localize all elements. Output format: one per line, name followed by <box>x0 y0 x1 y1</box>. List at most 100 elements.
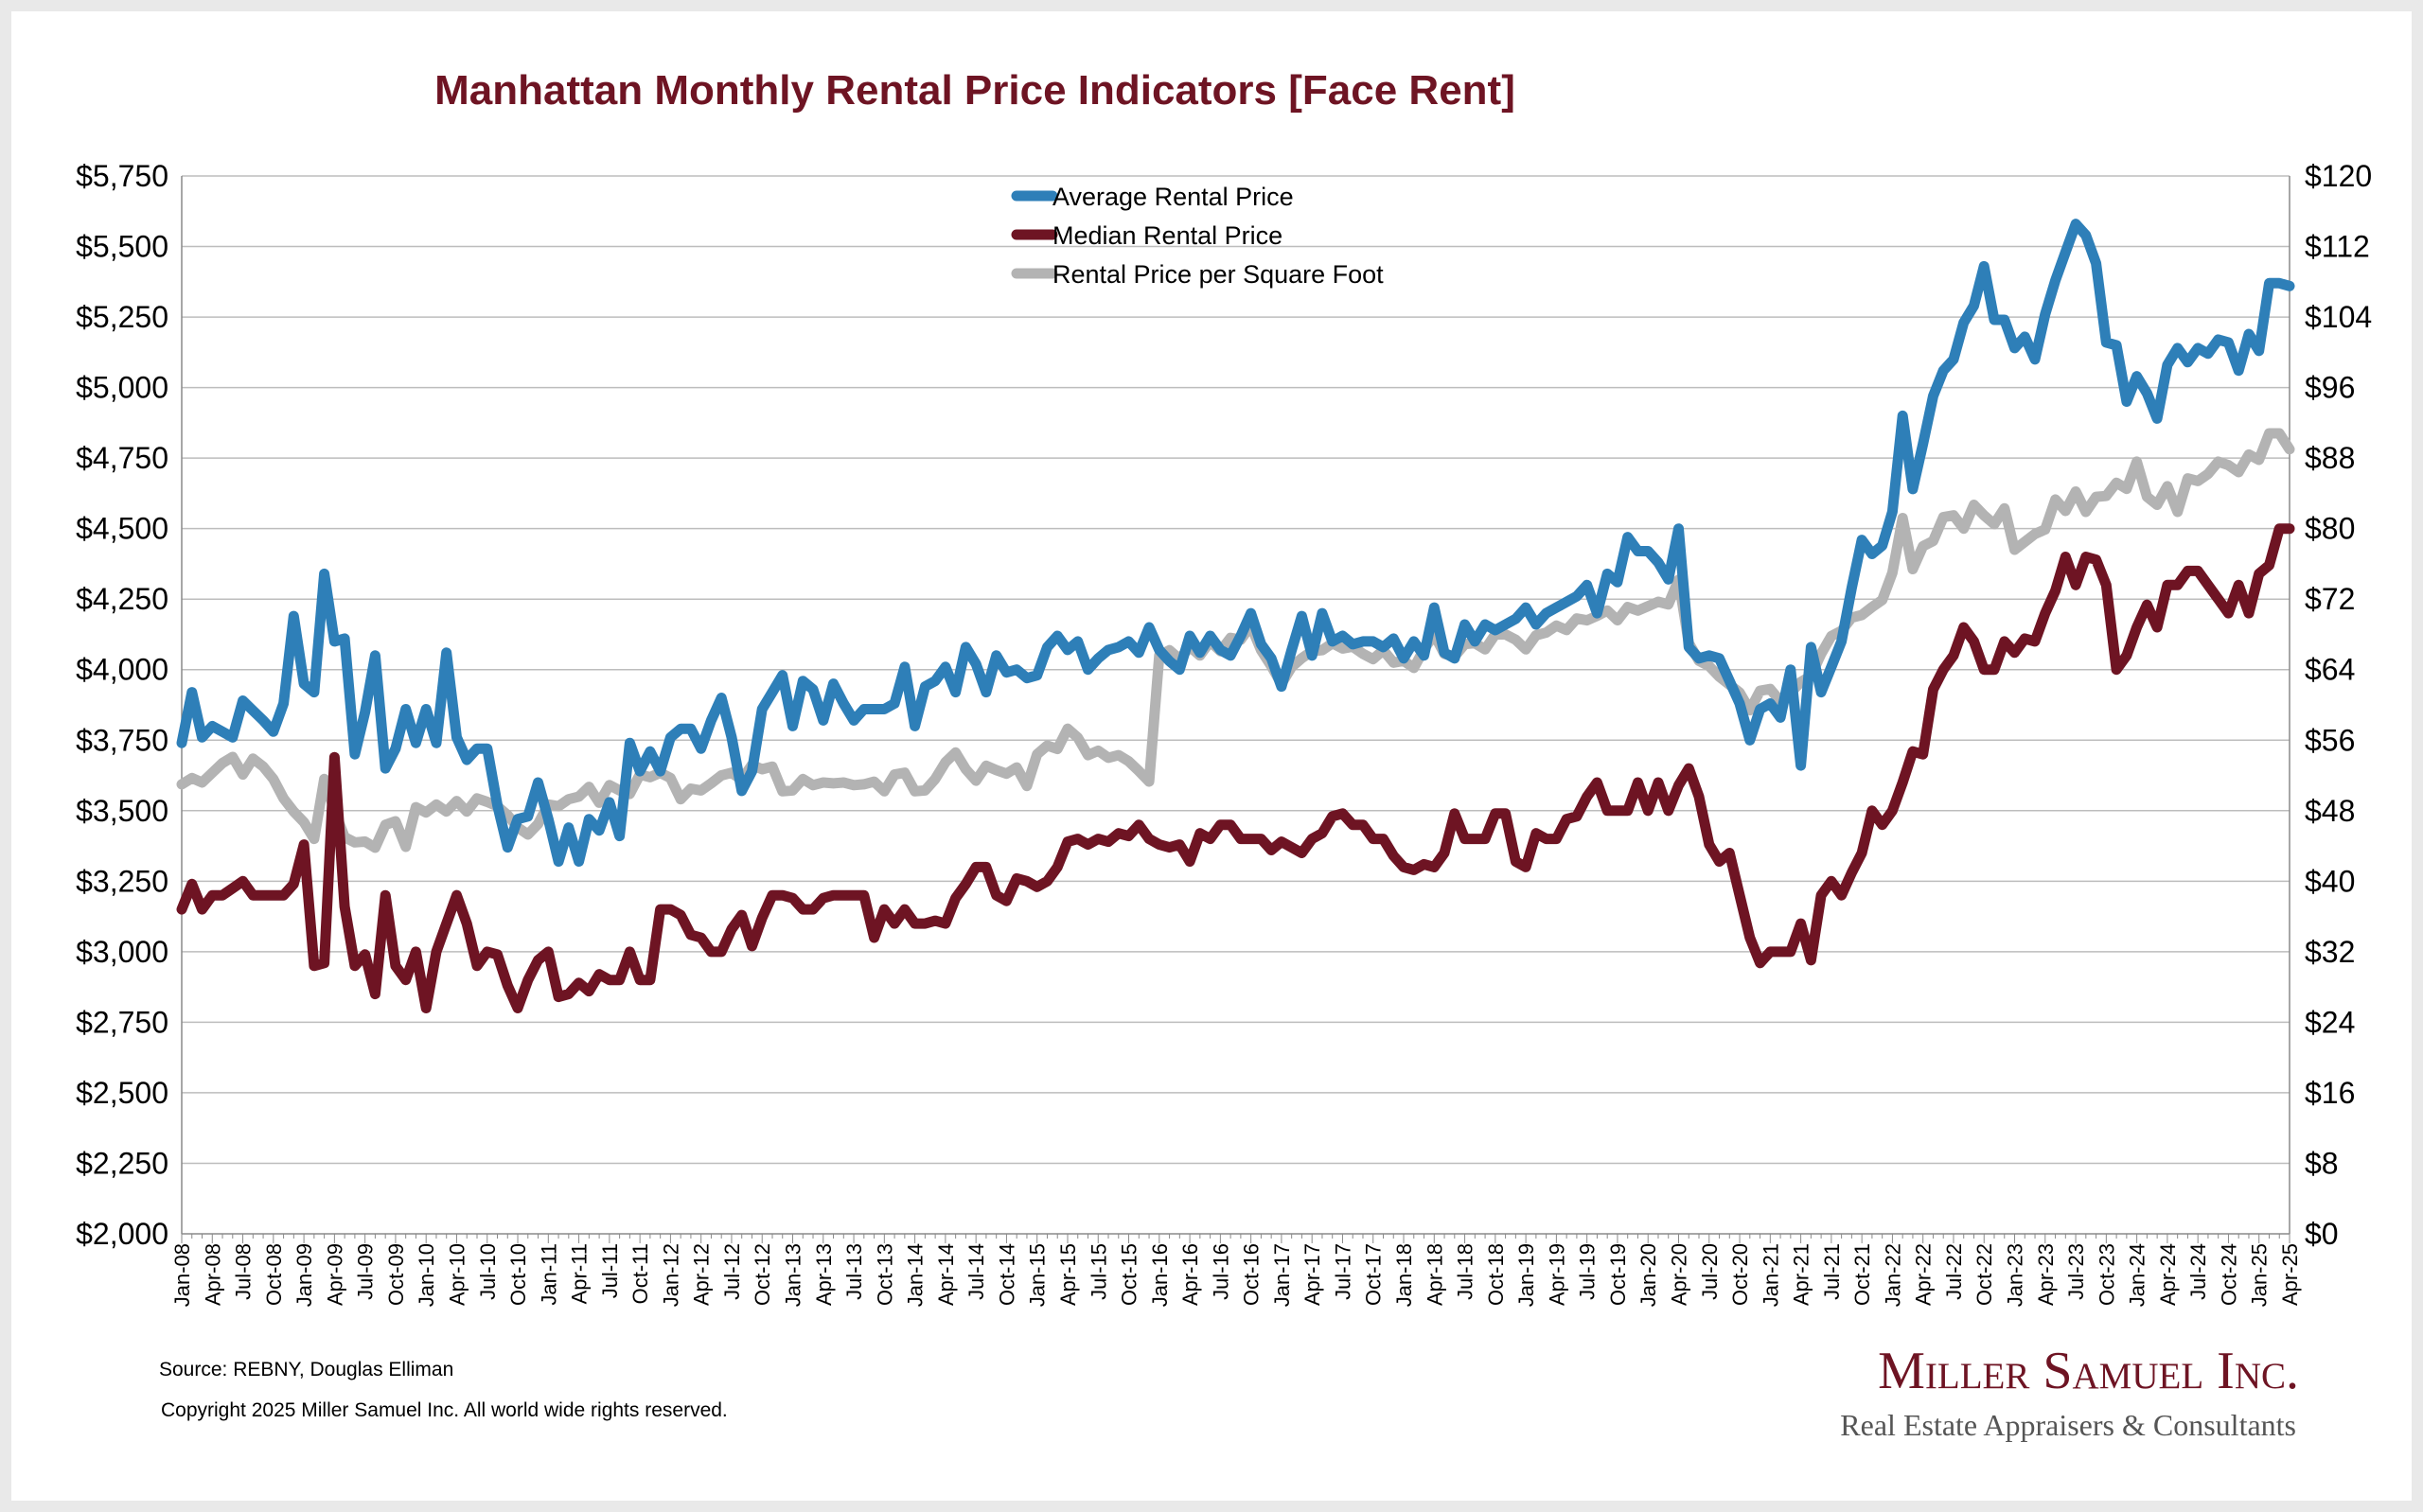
logo-name: Miller Samuel Inc. <box>1878 1342 2299 1400</box>
x-tick-label: Jan-23 <box>2004 1243 2027 1307</box>
x-tick-label: Oct-22 <box>1972 1243 1996 1306</box>
right-axis-tick-label: $40 <box>2305 864 2355 898</box>
x-tick-label: Jan-18 <box>1392 1243 1416 1307</box>
x-tick-label: Apr-23 <box>2034 1243 2058 1306</box>
x-tick-label: Jul-08 <box>232 1243 256 1300</box>
x-tick-label: Apr-08 <box>201 1243 224 1306</box>
x-tick-label: Apr-15 <box>1056 1243 1080 1306</box>
right-axis-tick-label: $48 <box>2305 794 2355 828</box>
series-line-median-rental-price <box>176 523 2295 1013</box>
x-tick-label: Apr-18 <box>1423 1243 1446 1306</box>
x-tick-label: Apr-22 <box>1912 1243 1936 1306</box>
left-axis-tick-label: $5,750 <box>76 159 168 193</box>
right-axis-tick-label: $56 <box>2305 723 2355 757</box>
x-tick-label: Jul-24 <box>2186 1243 2210 1300</box>
x-tick-label: Jul-09 <box>354 1243 378 1300</box>
x-tick-label: Jan-13 <box>782 1243 805 1307</box>
x-tick-label: Jul-22 <box>1942 1243 1966 1300</box>
gridlines <box>181 175 2290 1235</box>
source-note: Source: REBNY, Douglas Elliman <box>159 1359 453 1380</box>
x-tick-label: Jan-08 <box>170 1243 194 1307</box>
x-tick-label: Apr-25 <box>2278 1243 2302 1306</box>
x-tick-label: Jul-23 <box>2064 1243 2088 1300</box>
legend-label: Median Rental Price <box>1052 221 1282 250</box>
x-tick-label: Apr-09 <box>323 1243 346 1306</box>
left-axis-ticks: $2,000 $2,250 $2,500 $2,750 $3,000 $3,250 $3,5… <box>76 159 168 1251</box>
left-axis-tick-label: $4,000 <box>76 653 168 687</box>
x-tick-label: Jul-15 <box>1087 1243 1110 1300</box>
x-tick-label: Jan-16 <box>1148 1243 1172 1307</box>
x-tick-label: Jan-21 <box>1759 1243 1782 1307</box>
chart-frame: Manhattan Monthly Rental Price Indicator… <box>11 11 2412 1501</box>
x-tick-label: Oct-23 <box>2095 1243 2118 1306</box>
left-axis-tick-label: $3,750 <box>76 723 168 757</box>
x-tick-label: Jul-21 <box>1820 1243 1844 1300</box>
x-tick-label: Apr-10 <box>445 1243 469 1306</box>
left-axis-tick-label: $3,500 <box>76 794 168 828</box>
right-axis-tick-label: $80 <box>2305 512 2355 546</box>
company-logo: Miller Samuel Inc. Real Estate Appraiser… <box>1840 1342 2299 1442</box>
x-tick-label: Jan-25 <box>2248 1243 2272 1307</box>
x-tick-label: Jul-11 <box>598 1243 622 1298</box>
x-tick-label: Jan-22 <box>1881 1243 1904 1307</box>
right-axis-tick-label: $96 <box>2305 371 2355 405</box>
x-tick-label: Oct-15 <box>1118 1243 1141 1306</box>
x-tick-label: Oct-13 <box>873 1243 896 1306</box>
x-tick-label: Apr-13 <box>812 1243 836 1306</box>
x-tick-label: Apr-21 <box>1790 1243 1813 1306</box>
x-tick-label: Apr-16 <box>1178 1243 1202 1306</box>
x-tick-label: Oct-24 <box>2217 1243 2240 1306</box>
chart-title: Manhattan Monthly Rental Price Indicator… <box>434 67 1515 114</box>
left-axis-tick-label: $5,500 <box>76 230 168 264</box>
x-tick-label: Oct-12 <box>751 1243 774 1306</box>
x-tick-label: Jul-12 <box>720 1243 744 1300</box>
x-tick-label: Oct-08 <box>262 1243 286 1306</box>
right-axis-tick-label: $0 <box>2305 1217 2339 1251</box>
legend-label: Rental Price per Square Foot <box>1052 260 1384 289</box>
right-axis-tick-label: $72 <box>2305 582 2355 616</box>
left-axis-tick-label: $3,000 <box>76 935 168 969</box>
right-axis-tick-label: $32 <box>2305 935 2355 969</box>
x-tick-label: Jan-11 <box>537 1243 560 1306</box>
x-tick-label: Jan-15 <box>1026 1243 1050 1307</box>
x-tick-label: Jul-19 <box>1576 1243 1600 1300</box>
right-axis-tick-label: $112 <box>2305 230 2370 264</box>
right-axis-ticks: $0 $8 $16 $24 $32 $40 $48 $56 $64 $72 $80 $88 $96 $10… <box>2305 159 2372 1251</box>
left-axis-tick-label: $4,250 <box>76 582 168 616</box>
x-tick-label: Oct-10 <box>506 1243 530 1306</box>
chart-svg: Manhattan Monthly Rental Price Indicator… <box>76 67 2372 1442</box>
x-tick-label: Apr-19 <box>1545 1243 1568 1306</box>
x-tick-label: Oct-20 <box>1728 1243 1752 1306</box>
x-tick-label: Jan-12 <box>659 1243 682 1307</box>
x-tick-label: Jul-18 <box>1454 1243 1477 1300</box>
x-tick-label: Jan-24 <box>2126 1243 2149 1307</box>
series-line-average-rental-price <box>176 219 2295 867</box>
right-axis-tick-label: $64 <box>2305 653 2355 687</box>
right-axis-tick-label: $24 <box>2305 1005 2355 1039</box>
series-lines <box>176 219 2295 1013</box>
x-tick-label: Oct-16 <box>1240 1243 1264 1306</box>
right-axis-tick-label: $16 <box>2305 1076 2355 1110</box>
legend-label: Average Rental Price <box>1052 183 1294 211</box>
logo-tagline: Real Estate Appraisers & Consultants <box>1840 1408 2296 1442</box>
left-axis-tick-label: $5,000 <box>76 371 168 405</box>
left-axis-tick-label: $2,500 <box>76 1076 168 1110</box>
x-tick-label: Jan-19 <box>1514 1243 1538 1307</box>
x-tick-label: Apr-12 <box>690 1243 714 1306</box>
copyright-note: Copyright 2025 Miller Samuel Inc. All wo… <box>161 1399 728 1421</box>
right-axis-tick-label: $8 <box>2305 1146 2339 1180</box>
x-tick-label: Jan-17 <box>1270 1243 1294 1307</box>
x-tick-label: Jan-09 <box>292 1243 316 1307</box>
x-tick-label: Jan-14 <box>904 1243 928 1307</box>
x-tick-label: Jul-10 <box>476 1243 500 1300</box>
x-tick-label: Oct-11 <box>628 1243 652 1304</box>
right-axis-tick-label: $104 <box>2305 300 2372 334</box>
left-axis-tick-label: $5,250 <box>76 300 168 334</box>
left-axis-tick-label: $2,250 <box>76 1146 168 1180</box>
x-tick-label: Oct-18 <box>1484 1243 1508 1306</box>
x-axis-ticks: Jan-08 Apr-08 Jul-08 Oct-08 Jan-09 Apr-09 Jul-… <box>170 1234 2302 1307</box>
x-tick-label: Jul-20 <box>1698 1243 1722 1300</box>
x-tick-label: Jul-16 <box>1209 1243 1232 1300</box>
legend: Average Rental Price Median Rental Price R… <box>1011 183 1384 289</box>
left-axis-tick-label: $4,750 <box>76 441 168 475</box>
